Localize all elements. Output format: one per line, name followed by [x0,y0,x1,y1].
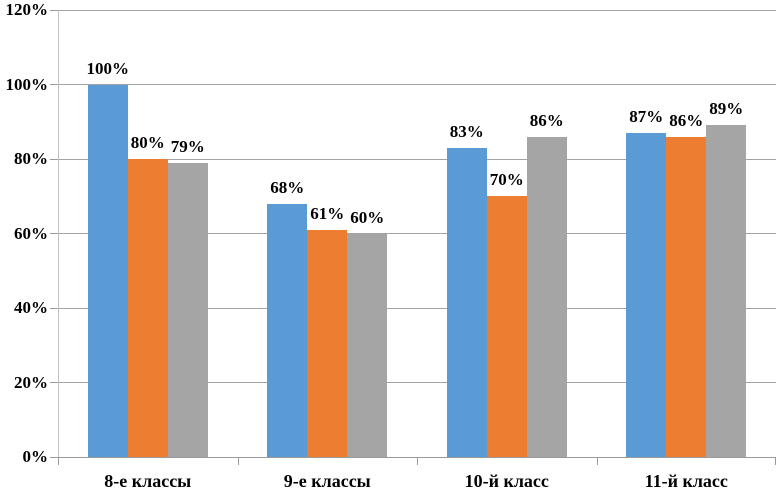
x-axis-tick [417,457,418,465]
bar-series-1-cat1 [87,84,128,457]
x-category-label: 10-й класс [464,471,549,491]
x-axis-tick [237,457,239,465]
value-label: 60% [350,207,385,227]
y-axis-line [58,10,59,457]
x-axis-line [50,457,776,458]
bar-series-1-cat3 [446,147,487,457]
gridline [58,382,776,383]
gridline [58,233,776,234]
gridline [58,84,776,85]
bar-series-3-cat1 [167,162,208,457]
y-tick-label: 0% [22,447,49,466]
y-axis-tick [50,307,58,309]
gridline [58,307,776,309]
bar-series-1-cat4 [626,132,667,457]
bar-series-3-cat3 [526,136,567,457]
value-label: 79% [170,136,205,156]
value-label: 89% [709,99,744,119]
y-axis-tick [50,84,58,85]
y-tick-label: 20% [14,372,48,392]
bar-series-3-cat4 [706,125,747,457]
gridline [58,158,776,160]
gridline [58,9,776,11]
y-axis-tick [50,233,58,234]
bar-series-2-cat4 [666,136,707,457]
y-tick-label: 120% [5,0,49,19]
y-tick-label: 100% [5,74,49,94]
value-label: 70% [489,170,524,190]
value-label: 87% [629,106,664,126]
y-axis-tick [50,382,58,383]
value-label: 86% [669,110,704,130]
x-category-label: 8-е классы [104,471,192,491]
x-axis-tick [596,457,598,465]
y-tick-label: 80% [14,149,48,168]
value-label: 83% [449,121,484,141]
value-label: 86% [529,110,564,130]
y-tick-label: 60% [14,223,48,243]
x-axis-tick [58,457,59,465]
bar-series-2-cat3 [486,196,527,457]
value-label: 61% [310,203,345,223]
value-label: 80% [130,133,165,152]
y-tick-label: 40% [14,298,48,317]
bar-series-2-cat1 [127,159,168,457]
bar-series-3-cat2 [347,233,388,457]
value-label: 68% [270,177,305,197]
bar-series-2-cat2 [307,229,348,457]
y-axis-tick [50,9,58,11]
value-label: 100% [86,58,130,78]
bar-series-1-cat2 [267,203,308,457]
y-axis-tick [50,158,58,160]
x-category-label: 11-й класс [644,471,728,491]
x-category-label: 9-е классы [283,471,371,491]
